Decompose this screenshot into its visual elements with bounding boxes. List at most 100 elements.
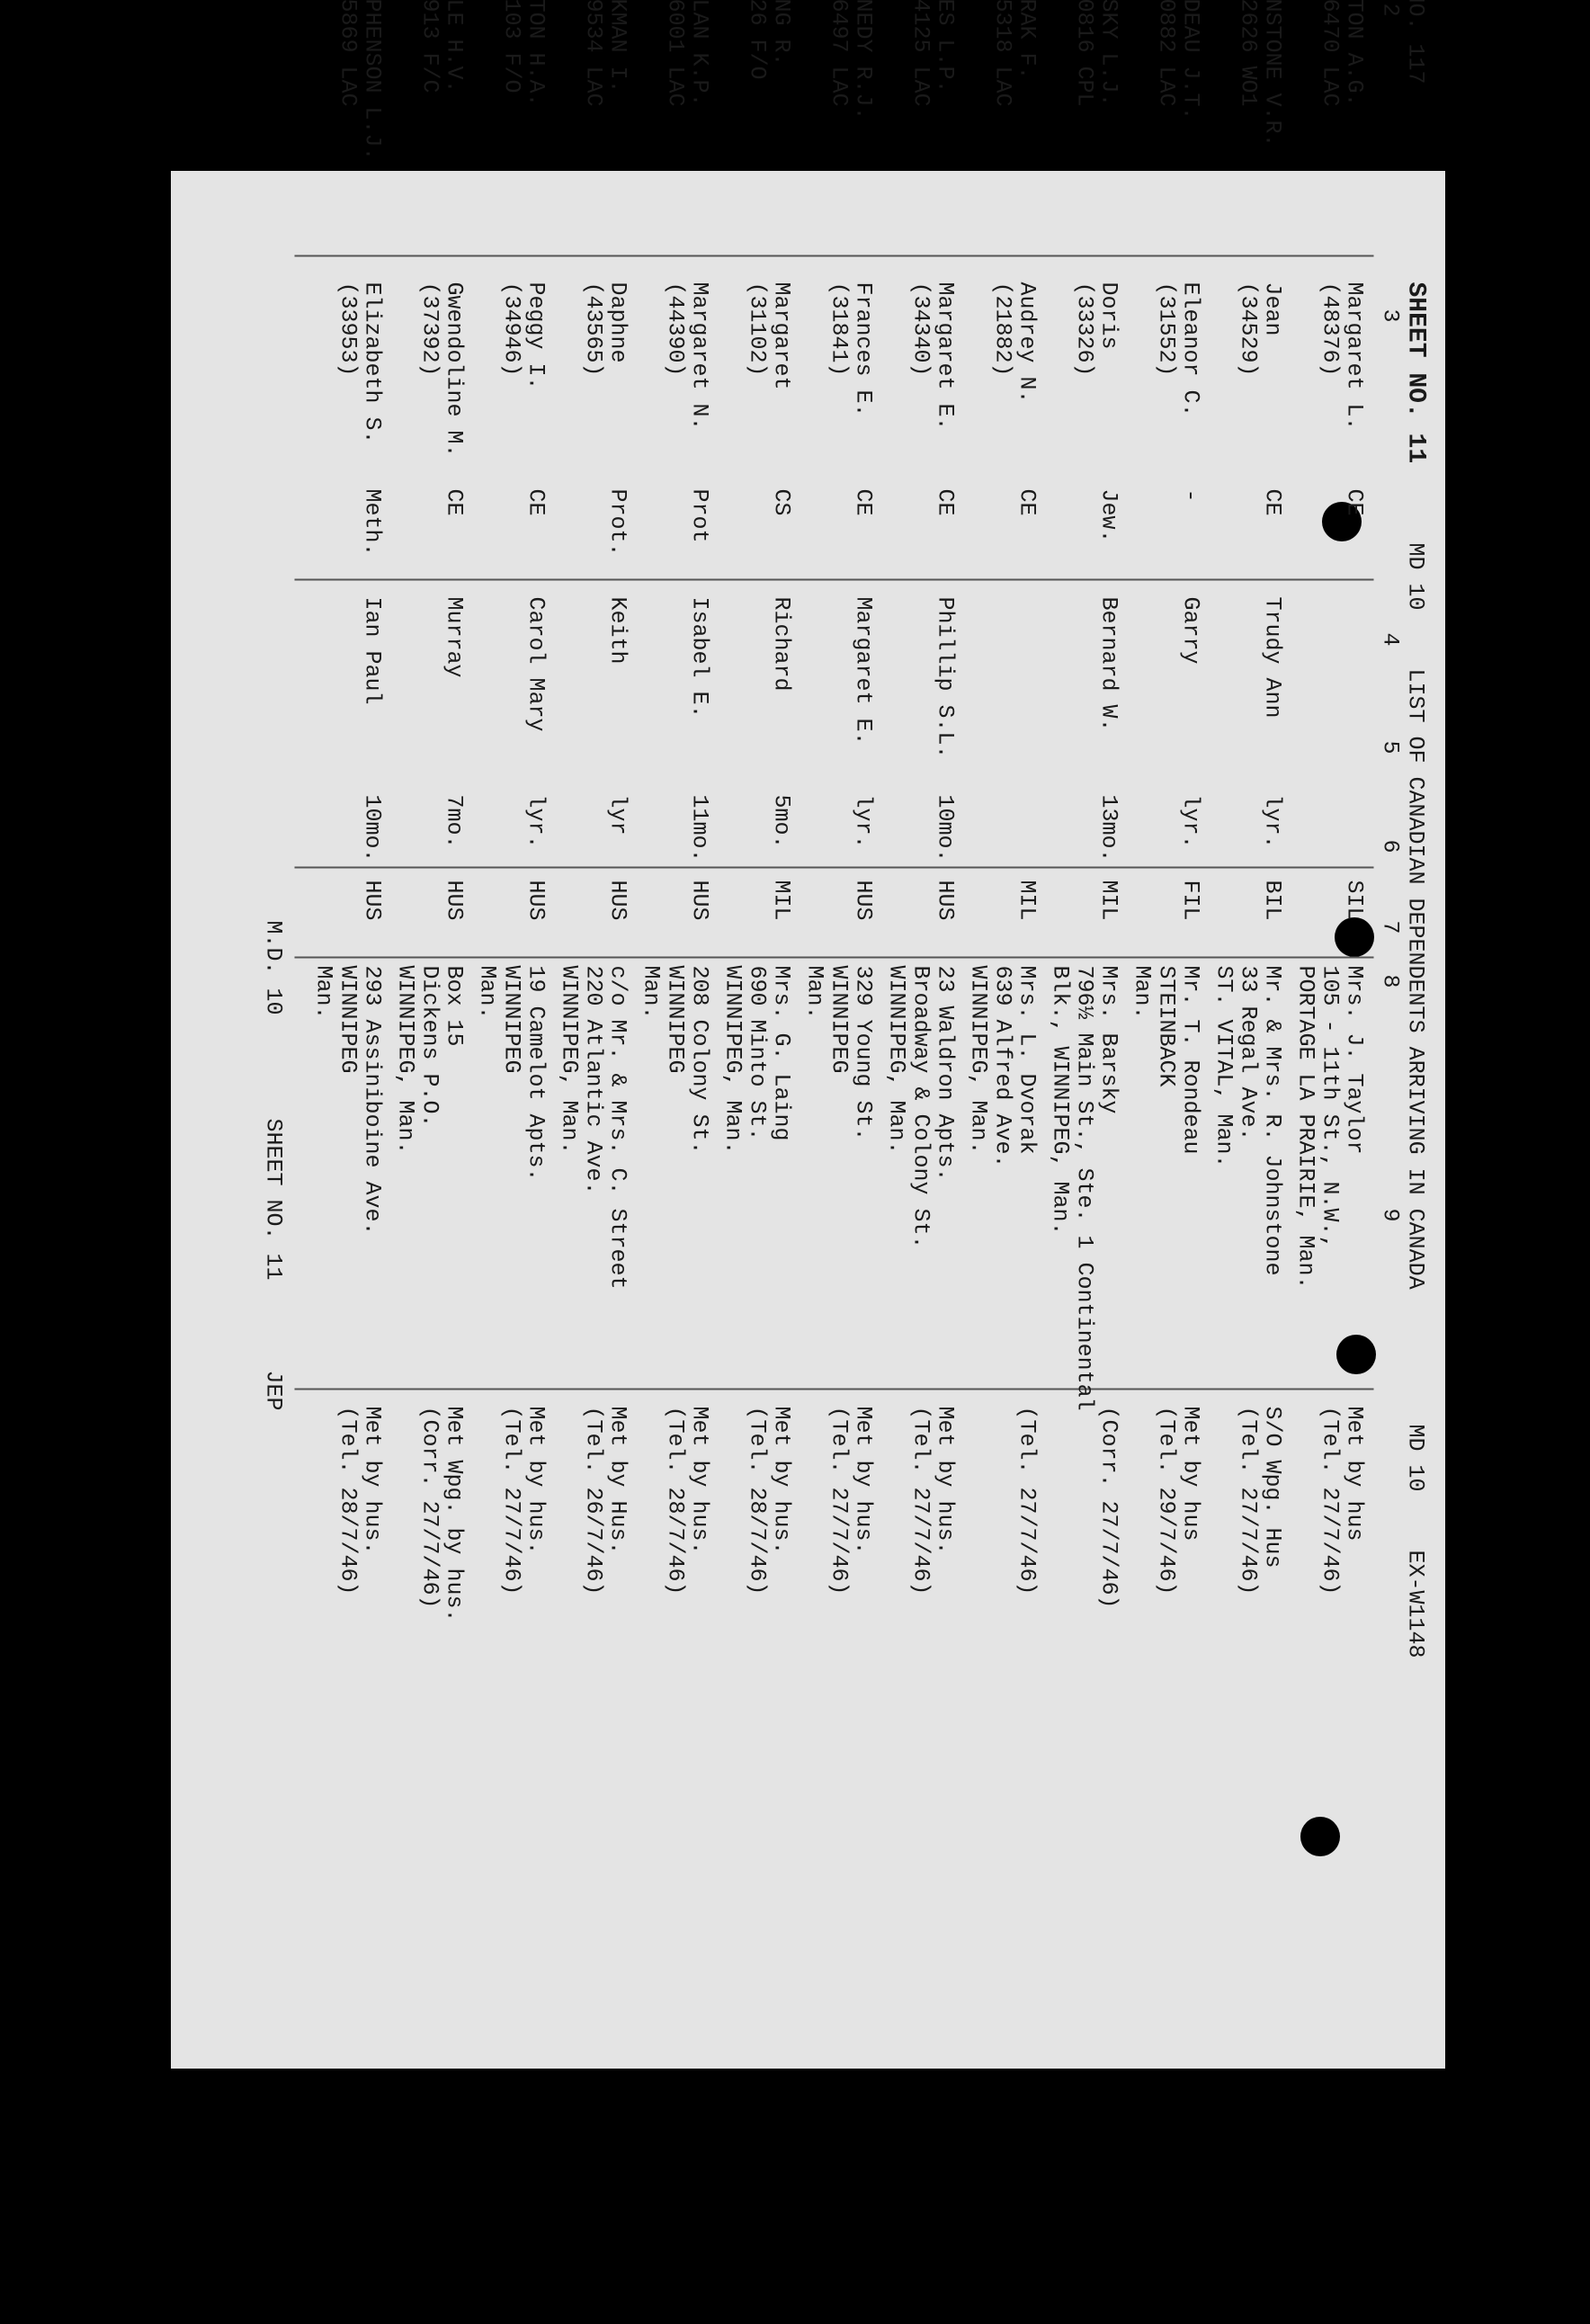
punch-hole <box>1336 1335 1376 1374</box>
remark: S/O Wpg. Hus <box>1259 1406 1286 1569</box>
address-line: Blk., WINNIPEG, Man. <box>1047 965 1074 1236</box>
address-line: Mrs. Barsky <box>1095 965 1122 1114</box>
service-number: R205318 LAC <box>989 0 1016 107</box>
name: MILLAN K.P. <box>686 0 713 107</box>
religion: CE <box>1341 488 1368 516</box>
remark: Met by hus. <box>686 1406 713 1555</box>
wife-number: (44390) <box>662 282 689 377</box>
child-age: 11mo. <box>686 794 713 863</box>
address-line: Dickens P.O. <box>416 965 443 1128</box>
remark: Met by hus. <box>850 1406 877 1555</box>
address-line: 329 Young St. <box>850 965 877 1141</box>
religion: CE <box>523 488 549 516</box>
column-rule <box>294 1388 1374 1390</box>
address-line: c/o Mr. & Mrs. C. Street <box>604 965 631 1290</box>
wife-name: Jean <box>1259 282 1286 336</box>
child-name: Keith <box>604 596 631 665</box>
column-number: 7 <box>1377 920 1404 934</box>
address-line: Mrs. G. Laing <box>768 965 795 1141</box>
child-age: 10mo. <box>359 794 386 863</box>
remark: (Tel. 28/7/46) <box>744 1406 771 1596</box>
name: BARTON A.G. <box>1341 0 1368 107</box>
address-line: Man. <box>801 965 828 1020</box>
remark: Met by Hus. <box>604 1406 631 1555</box>
address-line: 796½ Main St., Ste. 1 Continental <box>1071 965 1098 1411</box>
child-name: Phillip S.L. <box>932 596 959 759</box>
child-name: Garry <box>1177 596 1204 665</box>
child-age: 10mo. <box>932 794 959 863</box>
wife-number: (34946) <box>498 282 525 377</box>
wife-name: Margaret E. <box>932 282 959 431</box>
religion: Prot <box>686 488 713 543</box>
address-line: WINNIPEG, Man. <box>719 965 746 1155</box>
wife-name: Daphne <box>604 282 631 363</box>
document: LIST NO. 117 SHEET NO. 11 MD 10 LIST OF … <box>172 0 1446 1757</box>
service-number: R225869 LAC <box>335 0 362 107</box>
column-rule <box>294 866 1374 869</box>
wife-name: Margaret L. <box>1341 282 1368 431</box>
wife-number: (37392) <box>416 282 443 377</box>
name: DVORAK F. <box>1014 0 1041 80</box>
wife-name: Gwendoline M. <box>441 282 468 458</box>
child-age: lyr. <box>1259 794 1286 849</box>
address-line: WINNIPEG, Man. <box>392 965 419 1155</box>
wife-number: (21882) <box>989 282 1016 377</box>
code: FIL <box>1177 880 1204 921</box>
religion: CE <box>850 488 877 516</box>
religion: CE <box>1259 488 1286 516</box>
wife-number: (34340) <box>907 282 934 377</box>
address-line: WINNIPEG, Man. <box>883 965 910 1155</box>
code: BIL <box>1259 880 1286 921</box>
address-line: 208 Colony St. <box>686 965 713 1155</box>
wife-number: (31552) <box>1153 282 1180 377</box>
remark: (Tel. 27/7/46) <box>498 1406 525 1596</box>
remark: Met Wpg. by hus. <box>441 1406 468 1622</box>
wife-number: (34529) <box>1235 282 1262 377</box>
service-number: R152626 WO1 <box>1235 0 1262 107</box>
code: HUS <box>604 880 631 921</box>
child-age: 5mo. <box>768 794 795 849</box>
wife-name: Elizabeth S. <box>359 282 386 444</box>
child-name: Carol Mary <box>523 596 549 732</box>
remark: Met by hus. <box>768 1406 795 1555</box>
remark: Met by hus <box>1177 1406 1204 1542</box>
address-line: Mrs. L. Dvorak <box>1014 965 1041 1155</box>
footer-sheet: SHEET NO. 11 <box>260 1118 287 1281</box>
remark: (Corr. 27/7/46) <box>416 1406 443 1609</box>
column-number: 2 <box>1377 3 1404 17</box>
code: HUS <box>523 880 549 921</box>
remark: (Tel. 29/7/46) <box>1153 1406 1180 1596</box>
child-name: Trudy Ann <box>1259 596 1286 719</box>
wife-number: (33953) <box>335 282 362 377</box>
service-number: R166497 LAC <box>826 0 853 107</box>
remark: (Corr. 27/7/46) <box>1095 1406 1122 1609</box>
service-number: R140882 LAC <box>1153 0 1180 107</box>
code: SIL <box>1341 880 1368 921</box>
address-line: Man. <box>638 965 665 1020</box>
code: MIL <box>768 880 795 921</box>
wife-number: (31841) <box>826 282 853 377</box>
address-line: 19 Camelot Apts. <box>523 965 549 1182</box>
wife-name: Doris <box>1095 282 1122 350</box>
wife-number: (33326) <box>1071 282 1098 377</box>
religion: CE <box>441 488 468 516</box>
service-number: R146470 LAC <box>1317 0 1344 107</box>
address-line: Mrs. J. Taylor <box>1341 965 1368 1155</box>
religion: - <box>1177 488 1204 503</box>
remark: (Tel. 28/7/46) <box>662 1406 689 1596</box>
remark: Met by hus. <box>932 1406 959 1555</box>
child-age: 13mo. <box>1095 794 1122 863</box>
name: MORTON H.A. <box>523 0 549 107</box>
name: BARSKY L.J. <box>1095 0 1122 107</box>
child-name: Ian Paul <box>359 596 386 705</box>
address-line: ST. VITAL, Man. <box>1210 965 1237 1168</box>
address-line: 33 Regal Ave. <box>1235 965 1262 1141</box>
list-no: LIST NO. 117 <box>1402 0 1429 85</box>
address-line: Man. <box>474 965 501 1020</box>
address-line: WINNIPEG <box>498 965 525 1074</box>
code: MIL <box>1014 880 1041 921</box>
child-age: lyr. <box>523 794 549 849</box>
wife-number: (48376) <box>1317 282 1344 377</box>
service-number: R140816 CPL <box>1071 0 1098 107</box>
